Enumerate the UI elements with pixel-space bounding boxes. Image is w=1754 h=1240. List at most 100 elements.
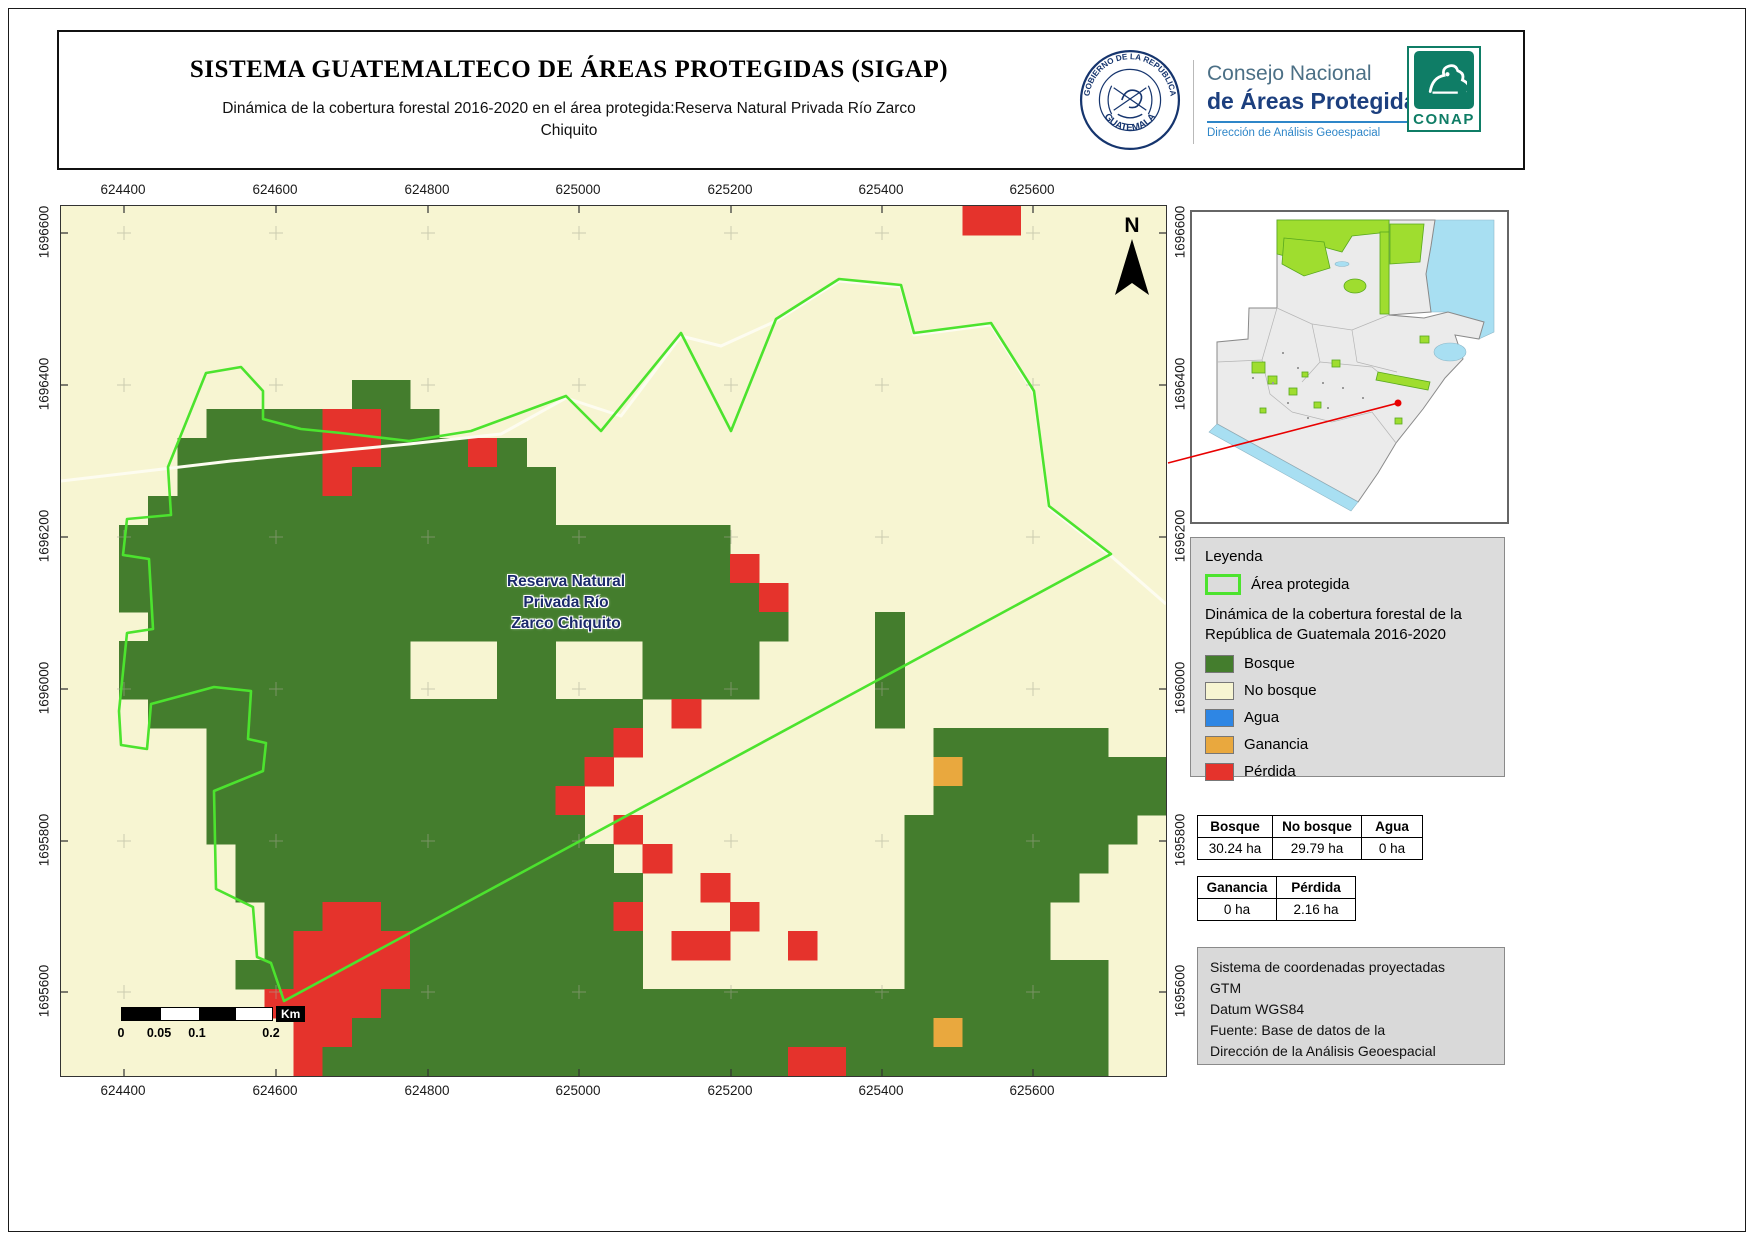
quetzal-emblem-icon (1107, 85, 1153, 119)
credits-line-5: Dirección de la Análisis Geoespacial (1210, 1043, 1436, 1059)
agua-label: Agua (1244, 709, 1280, 726)
area-protegida-swatch (1205, 574, 1241, 595)
legend-title: Leyenda (1205, 548, 1263, 565)
legend-item-perdida: Pérdida (1205, 762, 1490, 781)
x-tick-label-top: 624800 (404, 182, 450, 197)
forest-raster-layer (119, 206, 1166, 1076)
x-tick-label-top: 625400 (858, 182, 904, 197)
y-tick-label-right: 1696000 (1172, 661, 1188, 715)
north-label: N (1124, 214, 1140, 237)
conap-logo: CONAP (1407, 46, 1481, 132)
coverage-value-no-bosque: 29.79 ha (1272, 837, 1362, 860)
y-tick-label-right: 1696600 (1172, 205, 1188, 259)
scale-label-0: 0 (117, 1026, 125, 1040)
coverage-header-agua: Agua (1361, 815, 1423, 838)
org-line-3: Dirección de Análisis Geoespacial (1207, 127, 1381, 139)
gobierno-seal-icon: GOBIERNO DE LA REPÚBLICA GUATEMALA (1077, 42, 1183, 158)
scale-label-005: 0.05 (146, 1026, 172, 1040)
y-tick-label-left: 1695600 (36, 964, 52, 1018)
protected-area-boundary (117, 277, 1113, 1003)
x-tick-label-top: 625200 (707, 182, 753, 197)
change-header-ganancia: Ganancia (1197, 876, 1277, 899)
change-value-perdida: 2.16 ha (1276, 898, 1356, 921)
coverage-table-value-row: 30.24 ha 29.79 ha 0 ha (1197, 837, 1423, 860)
north-arrow: N (1112, 214, 1152, 302)
inset-protected-areas (1251, 219, 1431, 425)
x-tick-label-bottom: 624400 (100, 1083, 146, 1098)
area-label-line-2: Privada Río (523, 593, 609, 611)
org-line-2: de Áreas Protegidas (1207, 88, 1430, 114)
coverage-table: Bosque No bosque Agua 30.24 ha 29.79 ha … (1197, 815, 1423, 860)
credits-line-4: Fuente: Base de datos de la (1210, 1022, 1386, 1038)
y-tick-label-right: 1696400 (1172, 357, 1188, 411)
no-bosque-label: No bosque (1244, 682, 1317, 699)
legend-panel: Leyenda Área protegida Dinámica de la co… (1190, 537, 1505, 781)
legend-item-bosque: Bosque (1205, 654, 1490, 673)
legend-item-ganancia: Ganancia (1205, 735, 1490, 754)
legend-item-agua: Agua (1205, 708, 1490, 727)
subtitle-line-2: Chiquito (540, 121, 598, 139)
credits-line-2: GTM (1210, 980, 1242, 996)
legend-item-no-bosque: No bosque (1205, 681, 1490, 700)
coordinate-system-note: Sistema de coordenadas proyectadas GTM D… (1197, 947, 1505, 1065)
scale-bar-segments (121, 1007, 273, 1021)
ganancia-label: Ganancia (1244, 736, 1309, 753)
x-tick-label-bottom: 625400 (858, 1083, 904, 1098)
subtitle-line-1: Dinámica de la cobertura forestal 2016-2… (222, 100, 916, 117)
inset-locator-map (1190, 210, 1509, 524)
legend-dynamics-line-2: República de Guatemala 2016-2020 (1205, 626, 1447, 644)
y-tick-label-right: 1695800 (1172, 813, 1188, 867)
scale-bar-labels: 0 0.05 0.1 0.2 (117, 1026, 280, 1042)
coverage-header-bosque: Bosque (1197, 815, 1273, 838)
x-tick-label-top: 625600 (1009, 182, 1055, 197)
no-bosque-swatch (1205, 681, 1234, 700)
conap-wordmark: Consejo Nacional de Áreas Protegidas Dir… (1207, 62, 1443, 139)
legend-dynamics-title: Dinámica de la cobertura forestal de la … (1205, 605, 1490, 646)
protected-area-label: Reserva Natural Privada Río Zarco Chiqui… (466, 572, 666, 635)
header-divider (1193, 60, 1194, 144)
scale-label-01: 0.1 (188, 1026, 206, 1040)
change-table-header-row: Ganancia Pérdida (1197, 876, 1356, 899)
ganancia-swatch (1205, 735, 1234, 754)
conap-jaguar-icon (1414, 51, 1474, 109)
legend-items: Bosque No bosque Agua Ganancia Pérdida (1205, 654, 1490, 781)
seal-text-bottom: GUATEMALA (1102, 112, 1159, 134)
y-tick-label-left: 1696000 (36, 661, 52, 715)
legend-area-label: Área protegida (1251, 576, 1350, 593)
x-tick-label-bottom: 624600 (252, 1083, 298, 1098)
y-tick-label-left: 1696600 (36, 205, 52, 259)
y-tick-label-left: 1695800 (36, 813, 52, 867)
org-rule (1207, 121, 1419, 123)
area-label-line-1: Reserva Natural (506, 573, 626, 590)
x-tick-label-bottom: 625000 (555, 1083, 601, 1098)
conap-logo-box: CONAP (1407, 46, 1481, 132)
y-tick-label-right: 1696200 (1172, 509, 1188, 563)
scale-bar: Km 0 0.05 0.1 0.2 (117, 1006, 341, 1042)
perdida-label: Pérdida (1244, 763, 1296, 780)
legend-dynamics-line-1: Dinámica de la cobertura forestal de la (1205, 606, 1462, 623)
svg-text:GUATEMALA: GUATEMALA (1102, 112, 1159, 134)
coverage-header-no-bosque: No bosque (1272, 815, 1362, 838)
y-tick-label-left: 1696200 (36, 509, 52, 563)
header: SISTEMA GUATEMALTECO DE ÁREAS PROTEGIDAS… (57, 30, 1525, 170)
page-subtitle: Dinámica de la cobertura forestal 2016-2… (119, 98, 1019, 141)
scale-label-02: 0.2 (262, 1026, 280, 1040)
org-line-1: Consejo Nacional (1207, 62, 1372, 85)
bosque-swatch (1205, 654, 1234, 673)
credits-line-1: Sistema de coordenadas proyectadas (1210, 959, 1446, 975)
north-arrow-icon (1115, 239, 1149, 295)
x-tick-label-bottom: 625600 (1009, 1083, 1055, 1098)
x-tick-label-top: 624600 (252, 182, 298, 197)
y-tick-label-left: 1696400 (36, 357, 52, 411)
change-table-value-row: 0 ha 2.16 ha (1197, 898, 1356, 921)
change-table: Ganancia Pérdida 0 ha 2.16 ha (1197, 876, 1356, 921)
scale-unit-label: Km (276, 1006, 306, 1022)
x-tick-label-top: 625000 (555, 182, 601, 197)
edge-ticks (61, 206, 1166, 1076)
agua-swatch (1205, 708, 1234, 727)
x-tick-label-bottom: 625200 (707, 1083, 753, 1098)
credits-line-3: Datum WGS84 (1210, 1001, 1305, 1017)
change-header-perdida: Pérdida (1276, 876, 1356, 899)
main-map: N Reserva Natural Privada Río Zarco Chiq… (60, 205, 1167, 1077)
